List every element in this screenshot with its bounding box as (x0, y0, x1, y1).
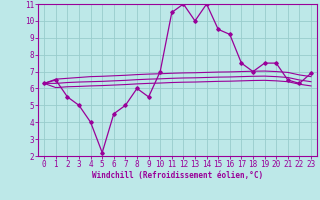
X-axis label: Windchill (Refroidissement éolien,°C): Windchill (Refroidissement éolien,°C) (92, 171, 263, 180)
